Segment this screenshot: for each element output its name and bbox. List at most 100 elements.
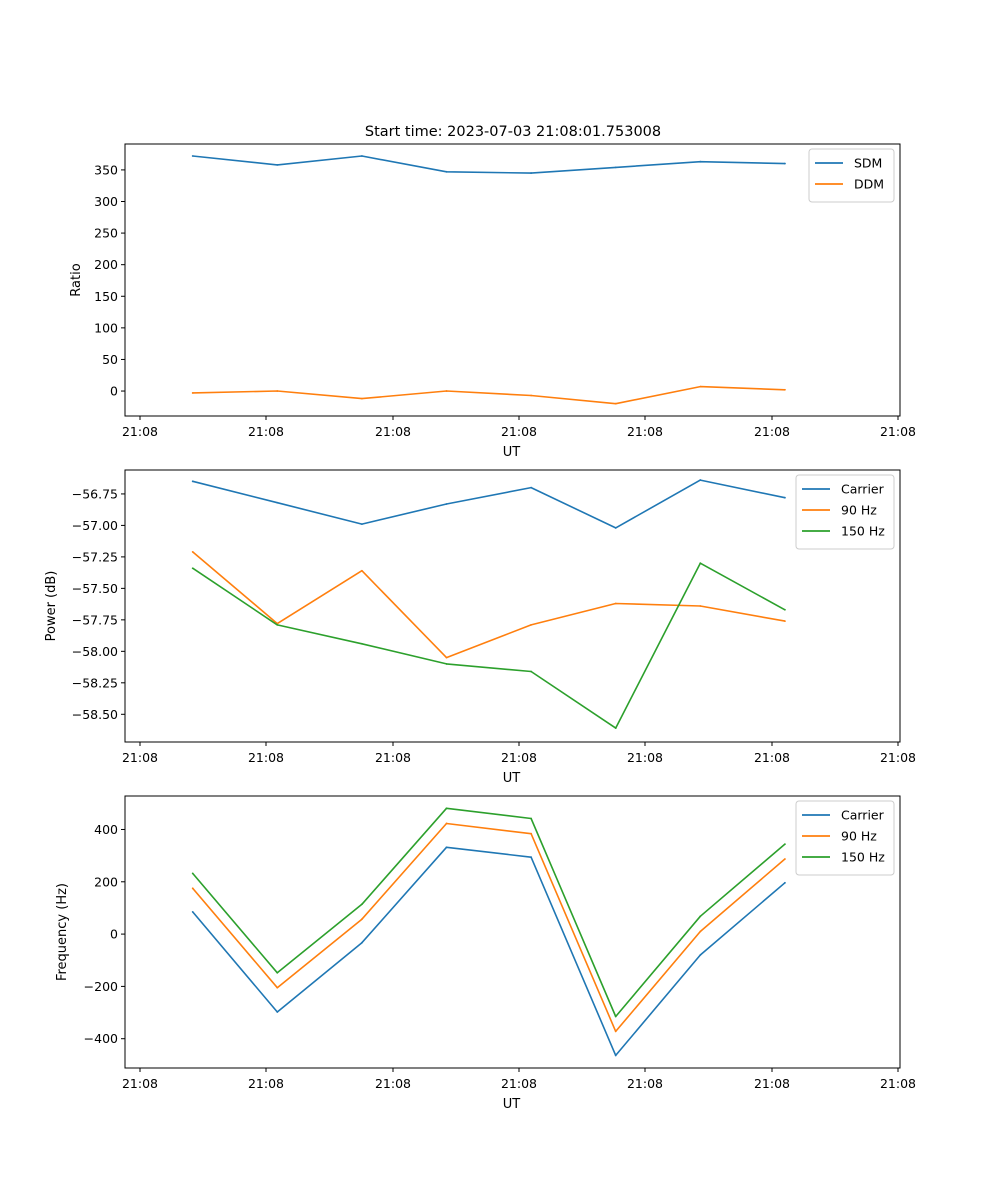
subplot-1: 0 50 100 150 200 250 300 350 21:08 21:08 21:08 21:0… <box>69 143 916 460</box>
y-tick-label: −56.75 <box>72 486 118 501</box>
data-point <box>614 527 617 529</box>
series-line-carrier <box>192 479 786 529</box>
y-tick-label: −200 <box>84 979 118 994</box>
data-point <box>445 807 448 810</box>
data-point <box>191 567 194 570</box>
data-point <box>191 872 194 875</box>
x-axis-label: UT <box>503 1097 521 1112</box>
x-tick-label: 21:08 <box>754 750 790 765</box>
x-tick-label: 21:08 <box>375 1076 411 1091</box>
data-point <box>445 390 448 392</box>
series-line-150-hz <box>192 807 786 1018</box>
legend: SDM DDM <box>808 148 895 203</box>
legend-label: 150 Hz <box>841 524 885 539</box>
y-tick-label: 0 <box>110 384 118 399</box>
y-tick-label: −57.00 <box>72 518 118 533</box>
data-point <box>530 817 533 820</box>
y-tick-label: −57.50 <box>72 581 118 596</box>
subplot-2: −58.50 −58.25 −58.00 −57.75 −57.50 −57.25 −57.… <box>44 469 916 786</box>
data-point <box>191 910 194 913</box>
data-point <box>276 501 279 504</box>
x-tick-label: 21:08 <box>122 750 158 765</box>
x-axis-label: UT <box>503 445 521 460</box>
data-point <box>191 480 194 483</box>
subplots: 0 50 100 150 200 250 300 350 21:08 21:08 21:08 21:0… <box>44 143 916 1112</box>
data-point <box>699 605 702 607</box>
y-tick-label: 350 <box>94 162 118 177</box>
legend-label: 90 Hz <box>841 503 877 518</box>
data-point <box>276 1011 279 1013</box>
y-tick-label: −58.00 <box>72 644 118 659</box>
data-point <box>614 1054 617 1057</box>
data-point <box>445 656 448 659</box>
data-point <box>614 166 617 169</box>
data-point <box>614 402 617 405</box>
data-point <box>784 881 786 884</box>
series-line-ddm <box>192 385 785 405</box>
legend-label: Carrier <box>841 808 885 823</box>
legend-label: DDM <box>854 177 884 192</box>
data-point <box>614 727 617 730</box>
x-tick-label: 21:08 <box>880 424 916 439</box>
axes-frame <box>124 795 901 1069</box>
data-point <box>699 954 702 956</box>
y-axis-label: Ratio <box>69 263 84 296</box>
data-point <box>530 486 533 489</box>
data-point <box>699 160 702 163</box>
x-tick-label: 21:08 <box>375 750 411 765</box>
legend-label: 90 Hz <box>841 829 877 844</box>
y-tick-label: 200 <box>94 257 118 272</box>
y-tick-label: 250 <box>94 226 118 241</box>
x-tick-label: 21:08 <box>248 1076 284 1091</box>
data-point <box>614 1015 617 1018</box>
y-tick-label: 200 <box>94 874 118 889</box>
series-line-carrier <box>192 846 786 1057</box>
data-point <box>276 623 279 626</box>
y-tick-label: 400 <box>94 822 118 837</box>
legend-label: Carrier <box>841 482 885 497</box>
data-point <box>784 496 786 499</box>
data-point <box>360 523 363 526</box>
x-tick-label: 21:08 <box>880 750 916 765</box>
data-point <box>191 155 194 157</box>
axes-frame <box>124 469 901 743</box>
legend: Carrier 90 Hz 150 Hz <box>795 474 895 550</box>
data-point <box>614 602 617 605</box>
x-tick-label: 21:08 <box>501 1076 537 1091</box>
series-line-sdm <box>192 155 785 174</box>
data-point <box>360 918 363 921</box>
y-tick-label: 300 <box>94 194 118 209</box>
x-tick-label: 21:08 <box>122 1076 158 1091</box>
data-point <box>530 832 533 835</box>
x-tick-label: 21:08 <box>754 1076 790 1091</box>
data-point <box>360 642 363 645</box>
y-axis-label: Frequency (Hz) <box>55 883 70 981</box>
y-tick-label: −58.50 <box>72 707 118 722</box>
data-point <box>445 663 448 665</box>
x-tick-label: 21:08 <box>248 750 284 765</box>
data-point <box>530 394 533 397</box>
y-tick-label: 50 <box>102 352 118 367</box>
x-tick-label: 21:08 <box>501 424 537 439</box>
data-point <box>360 903 363 906</box>
data-point <box>360 569 363 572</box>
y-tick-label: 100 <box>94 320 118 335</box>
x-axis-label: UT <box>503 771 521 786</box>
x-tick-label: 21:08 <box>501 750 537 765</box>
data-point <box>191 392 194 394</box>
data-point <box>276 163 279 166</box>
legend-label: 150 Hz <box>841 850 885 865</box>
data-point <box>699 479 702 481</box>
x-tick-label: 21:08 <box>375 424 411 439</box>
x-tick-label: 21:08 <box>627 424 663 439</box>
legend-label: SDM <box>854 156 882 171</box>
y-tick-label: −57.75 <box>72 612 118 627</box>
figure-title: Start time: 2023-07-03 21:08:01.753008 <box>365 124 661 140</box>
data-point <box>784 388 786 391</box>
data-point <box>784 620 786 623</box>
data-point <box>699 562 702 565</box>
data-point <box>530 623 533 626</box>
subplot-3: −400 −200 0 200 400 21:08 21:08 21:08 21:08 21:08… <box>55 795 916 1112</box>
data-point <box>784 843 786 846</box>
data-point <box>530 856 533 859</box>
